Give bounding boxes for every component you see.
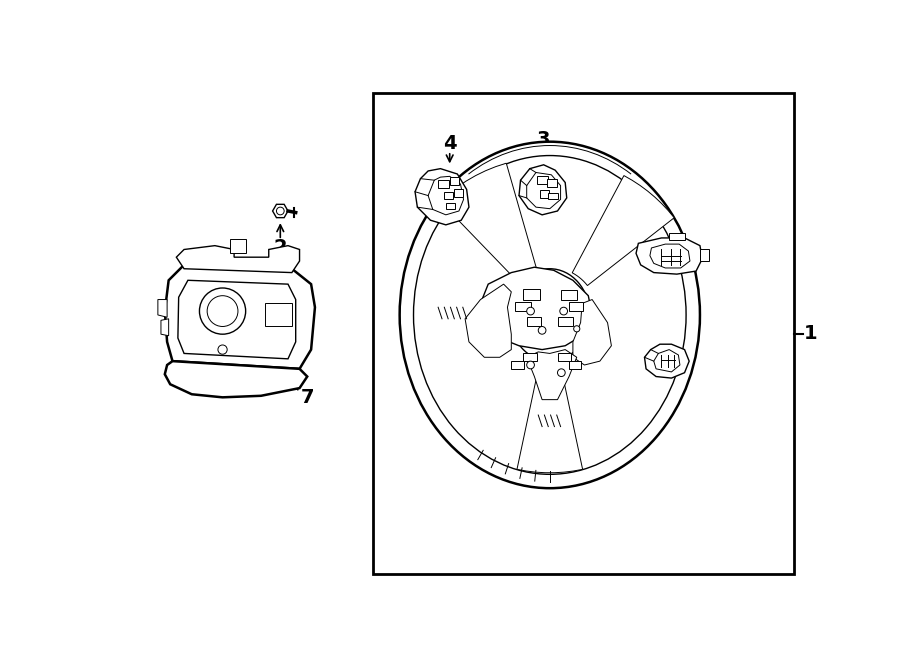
Ellipse shape xyxy=(400,141,700,488)
Circle shape xyxy=(276,207,284,215)
Polygon shape xyxy=(573,299,611,365)
Circle shape xyxy=(557,369,565,377)
Polygon shape xyxy=(158,299,167,317)
Polygon shape xyxy=(650,244,690,268)
Bar xyxy=(669,233,685,240)
Polygon shape xyxy=(517,362,582,473)
Polygon shape xyxy=(428,176,464,215)
Polygon shape xyxy=(165,361,307,397)
Bar xyxy=(557,317,573,327)
Bar xyxy=(548,193,557,200)
Bar xyxy=(547,179,557,187)
Circle shape xyxy=(573,326,580,332)
Bar xyxy=(515,302,531,311)
Polygon shape xyxy=(165,265,315,369)
Bar xyxy=(454,190,463,197)
Bar xyxy=(438,180,449,188)
Bar xyxy=(537,176,548,184)
Polygon shape xyxy=(636,238,702,274)
Circle shape xyxy=(560,307,568,315)
Bar xyxy=(450,177,459,185)
Bar xyxy=(373,93,794,574)
Bar xyxy=(569,361,581,369)
Bar xyxy=(265,303,292,327)
Polygon shape xyxy=(273,204,288,217)
Bar xyxy=(569,302,583,311)
Bar xyxy=(523,289,540,299)
Polygon shape xyxy=(440,163,536,281)
Bar xyxy=(523,354,536,361)
Text: 5: 5 xyxy=(661,397,674,415)
Text: 7: 7 xyxy=(301,388,314,407)
Bar xyxy=(230,239,246,253)
Polygon shape xyxy=(519,165,567,215)
Bar xyxy=(446,204,455,210)
Bar xyxy=(526,317,541,327)
Polygon shape xyxy=(653,350,680,372)
Polygon shape xyxy=(481,267,592,350)
Text: 4: 4 xyxy=(443,134,456,153)
Circle shape xyxy=(218,345,227,354)
Circle shape xyxy=(207,295,238,327)
Text: 2: 2 xyxy=(274,239,287,257)
Circle shape xyxy=(526,307,535,315)
Bar xyxy=(557,354,572,361)
Text: 6: 6 xyxy=(674,292,688,311)
Text: 1: 1 xyxy=(804,325,817,343)
Polygon shape xyxy=(176,246,300,272)
Polygon shape xyxy=(161,319,168,336)
Polygon shape xyxy=(465,284,511,358)
Polygon shape xyxy=(415,169,469,225)
Polygon shape xyxy=(644,344,689,378)
Text: 3: 3 xyxy=(537,130,551,149)
Bar xyxy=(511,361,524,369)
Polygon shape xyxy=(526,350,577,400)
Circle shape xyxy=(200,288,246,334)
Polygon shape xyxy=(572,176,674,286)
Circle shape xyxy=(538,327,546,334)
Ellipse shape xyxy=(509,269,590,361)
Bar xyxy=(444,192,453,200)
Bar xyxy=(562,290,577,299)
Circle shape xyxy=(526,361,535,369)
Bar xyxy=(700,249,709,261)
Bar xyxy=(540,190,549,198)
Polygon shape xyxy=(178,280,296,359)
Polygon shape xyxy=(526,173,561,209)
